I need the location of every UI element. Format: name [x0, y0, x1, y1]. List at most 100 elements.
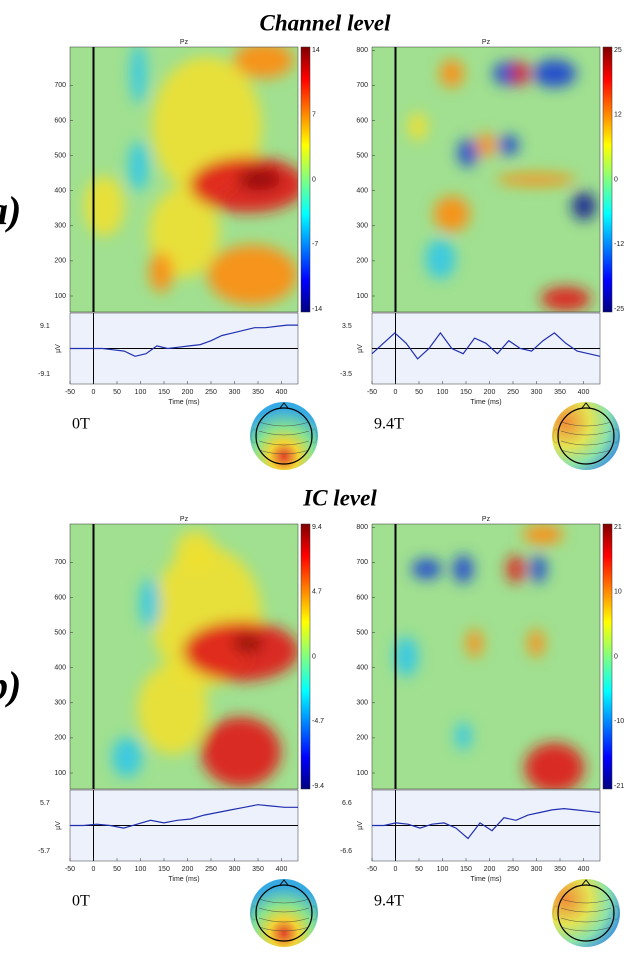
panel: Pz1002003004005006007009.44.70-4.7-9.45.…	[38, 516, 324, 947]
heatmap-blob	[457, 139, 478, 167]
heatmap-blob	[511, 61, 530, 86]
colorbar-label: 9.4	[312, 524, 322, 531]
heatmap-blob	[439, 59, 464, 88]
x-tick-label: 250	[507, 866, 519, 873]
x-tick-label: 250	[205, 389, 217, 396]
y-tick-label: 400	[54, 188, 66, 195]
colorbar-label: -12	[614, 241, 624, 248]
contour	[560, 926, 612, 932]
x-tick-label: 400	[578, 389, 590, 396]
y-tick-label: 600	[54, 117, 66, 124]
x-axis-label: Time (ms)	[168, 876, 199, 883]
colorbar-label: 0	[312, 176, 316, 183]
x-tick-label: 150	[158, 389, 170, 396]
x-tick-label: 300	[531, 389, 543, 396]
head-nose	[581, 879, 591, 886]
colorbar-label: 0	[614, 176, 618, 183]
panel-label: b)	[0, 663, 21, 708]
colorbar-label: 0	[614, 653, 618, 660]
contour	[560, 917, 612, 923]
x-tick-label: 200	[182, 866, 194, 873]
heatmap-blob	[506, 555, 525, 584]
heatmap-blob	[394, 636, 419, 677]
erp-tick-label: -3.5	[340, 371, 352, 378]
y-tick-label: 700	[54, 82, 66, 89]
erp-tick-label: -5.7	[38, 848, 50, 855]
x-tick-label: 100	[135, 389, 147, 396]
y-tick-label: 500	[54, 629, 66, 636]
x-tick-label: 400	[578, 866, 590, 873]
contour	[560, 898, 612, 904]
x-tick-label: -50	[367, 866, 377, 873]
heatmap-blob	[453, 555, 474, 584]
colorbar	[300, 523, 311, 790]
y-tick-label: 400	[356, 188, 368, 195]
erp-tick-label: 6.6	[342, 800, 352, 807]
head-nose	[279, 879, 289, 886]
heatmap-blob	[407, 112, 428, 141]
y-tick-label: 500	[356, 152, 368, 159]
topomap	[250, 402, 318, 470]
heatmap-blob	[232, 633, 263, 654]
heatmap-blob	[149, 252, 174, 293]
topomap	[552, 879, 620, 947]
heatmap-frame	[371, 46, 601, 313]
colorbar	[300, 46, 311, 313]
colorbar-label: -10	[614, 718, 624, 725]
heatmap-blob	[207, 244, 298, 305]
heatmap-blob	[530, 555, 547, 584]
colorbar-label: 12	[614, 112, 622, 119]
x-tick-label: 100	[135, 866, 147, 873]
heatmap-blob	[128, 141, 149, 192]
y-tick-label: 700	[54, 559, 66, 566]
x-tick-label: 50	[415, 866, 423, 873]
colorbar-label: 0	[312, 653, 316, 660]
heatmap	[70, 524, 298, 789]
heatmap-blob	[496, 173, 577, 186]
y-tick-label: 600	[356, 594, 368, 601]
condition-label: 0T	[72, 416, 90, 433]
contour	[258, 421, 310, 427]
heatmap-blob	[411, 559, 442, 580]
y-tick-label: 700	[356, 559, 368, 566]
x-tick-label: 200	[484, 866, 496, 873]
head-nose	[581, 402, 591, 409]
x-tick-label: 300	[229, 389, 241, 396]
colorbar-label: 10	[614, 589, 622, 596]
heatmap-blob	[532, 59, 577, 88]
heatmap-blob	[466, 629, 483, 658]
erp-tick-label: -6.6	[340, 848, 352, 855]
contour	[258, 449, 310, 455]
y-tick-label: 500	[54, 152, 66, 159]
heatmap-frame	[69, 46, 299, 313]
contour	[258, 430, 310, 436]
erp-unit: µV	[55, 344, 62, 353]
condition-label: 9.4T	[374, 416, 404, 433]
colorbar-label: 25	[614, 47, 622, 54]
contour	[560, 430, 612, 436]
heatmap-blob	[237, 168, 282, 191]
x-tick-label: 350	[554, 389, 566, 396]
y-tick-label: 600	[356, 117, 368, 124]
topomap	[250, 879, 318, 947]
panel-label: a)	[0, 188, 21, 233]
y-tick-label: 300	[356, 223, 368, 230]
erp-unit: µV	[55, 821, 62, 830]
heatmap-frame	[371, 523, 601, 790]
heatmap-blob	[433, 195, 470, 232]
contour	[560, 440, 612, 446]
y-tick-label: 100	[54, 770, 66, 777]
x-tick-label: 350	[252, 866, 264, 873]
heatmap-blob	[233, 47, 294, 79]
channel-label: Pz	[482, 516, 491, 523]
x-tick-label: 50	[113, 389, 121, 396]
colorbar-label: -7	[312, 241, 318, 248]
x-tick-label: 100	[437, 866, 449, 873]
head-nose	[279, 402, 289, 409]
heatmap-blob	[524, 742, 585, 789]
colorbar-label: -9.4	[312, 783, 324, 790]
heatmap-blob	[572, 192, 597, 220]
y-tick-label: 200	[54, 735, 66, 742]
